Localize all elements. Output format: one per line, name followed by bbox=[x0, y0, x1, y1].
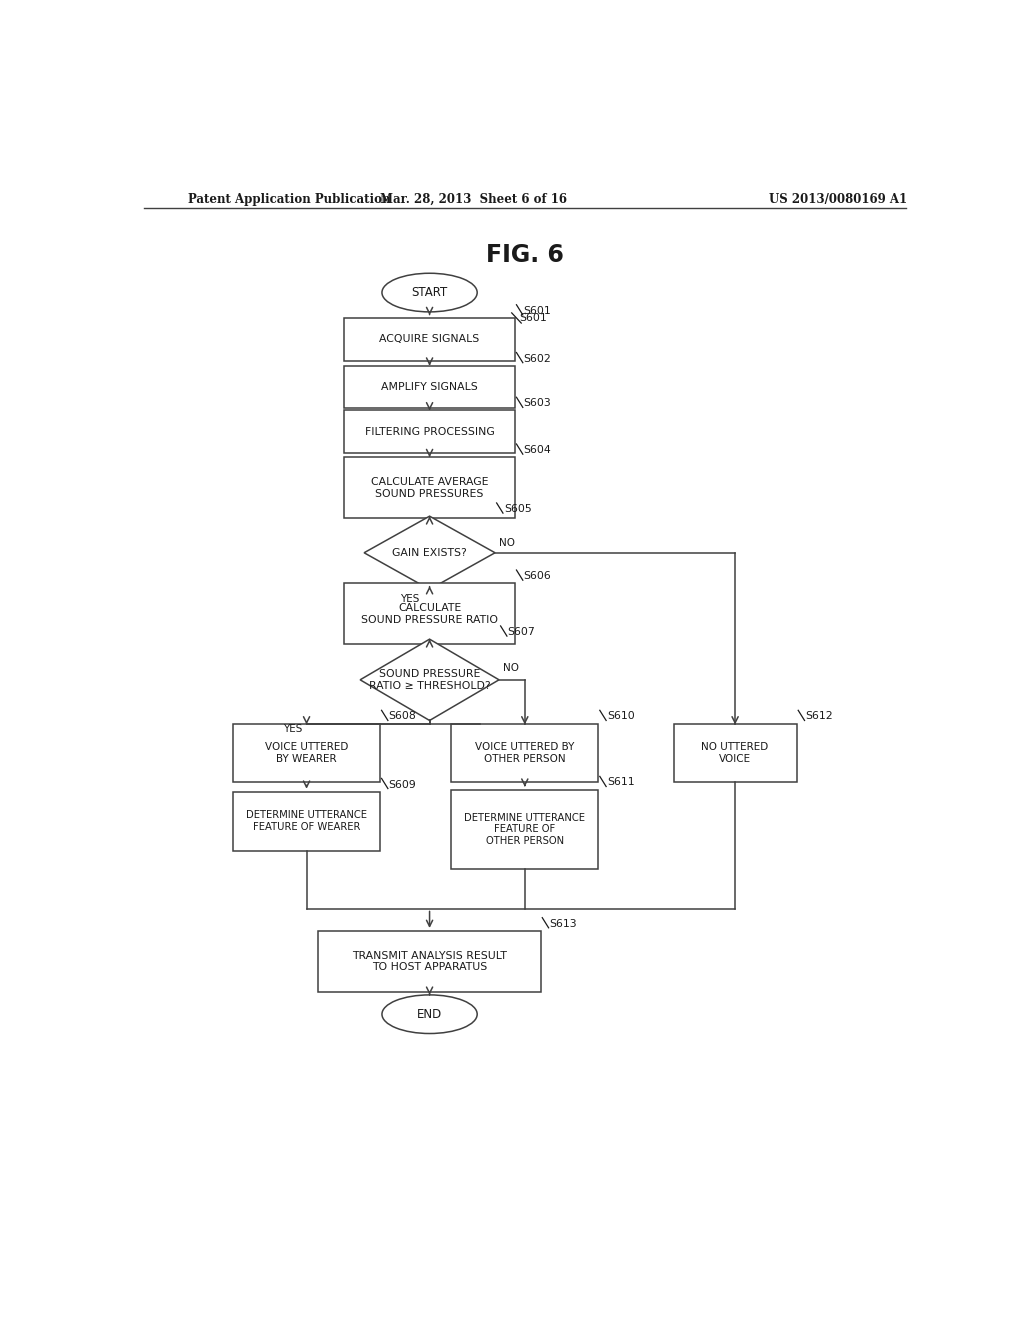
Text: CALCULATE
SOUND PRESSURE RATIO: CALCULATE SOUND PRESSURE RATIO bbox=[361, 603, 498, 624]
Text: S601: S601 bbox=[523, 306, 551, 315]
FancyBboxPatch shape bbox=[344, 411, 515, 453]
Text: S606: S606 bbox=[523, 572, 551, 581]
FancyBboxPatch shape bbox=[344, 318, 515, 360]
Text: NO: NO bbox=[499, 537, 515, 548]
Text: NO: NO bbox=[503, 663, 519, 673]
Text: START: START bbox=[412, 286, 447, 300]
FancyBboxPatch shape bbox=[452, 723, 598, 783]
Text: US 2013/0080169 A1: US 2013/0080169 A1 bbox=[769, 193, 907, 206]
Text: AMPLIFY SIGNALS: AMPLIFY SIGNALS bbox=[381, 381, 478, 392]
Text: S601: S601 bbox=[519, 313, 548, 323]
Text: Patent Application Publication: Patent Application Publication bbox=[187, 193, 390, 206]
Text: DETERMINE UTTERANCE
FEATURE OF
OTHER PERSON: DETERMINE UTTERANCE FEATURE OF OTHER PER… bbox=[464, 813, 586, 846]
FancyBboxPatch shape bbox=[344, 366, 515, 408]
Polygon shape bbox=[360, 639, 499, 721]
Text: Mar. 28, 2013  Sheet 6 of 16: Mar. 28, 2013 Sheet 6 of 16 bbox=[380, 193, 566, 206]
Text: FILTERING PROCESSING: FILTERING PROCESSING bbox=[365, 426, 495, 437]
Text: S605: S605 bbox=[504, 504, 531, 513]
Text: ACQUIRE SIGNALS: ACQUIRE SIGNALS bbox=[380, 334, 479, 345]
Text: S607: S607 bbox=[508, 627, 536, 638]
Text: S613: S613 bbox=[550, 919, 578, 929]
Text: END: END bbox=[417, 1007, 442, 1020]
Polygon shape bbox=[365, 516, 495, 589]
FancyBboxPatch shape bbox=[344, 457, 515, 519]
Text: S604: S604 bbox=[523, 445, 551, 455]
Text: S609: S609 bbox=[389, 780, 417, 789]
FancyBboxPatch shape bbox=[344, 583, 515, 644]
FancyBboxPatch shape bbox=[318, 931, 541, 991]
FancyBboxPatch shape bbox=[452, 789, 598, 869]
FancyBboxPatch shape bbox=[233, 792, 380, 850]
Text: VOICE UTTERED
BY WEARER: VOICE UTTERED BY WEARER bbox=[265, 742, 348, 764]
FancyBboxPatch shape bbox=[674, 723, 797, 783]
Text: S602: S602 bbox=[523, 354, 551, 363]
Text: S603: S603 bbox=[523, 399, 551, 408]
Text: YES: YES bbox=[284, 723, 303, 734]
Text: SOUND PRESSURE
RATIO ≥ THRESHOLD?: SOUND PRESSURE RATIO ≥ THRESHOLD? bbox=[369, 669, 490, 690]
Ellipse shape bbox=[382, 995, 477, 1034]
Text: CALCULATE AVERAGE
SOUND PRESSURES: CALCULATE AVERAGE SOUND PRESSURES bbox=[371, 477, 488, 499]
Text: S611: S611 bbox=[607, 777, 635, 788]
FancyBboxPatch shape bbox=[233, 723, 380, 783]
Text: S612: S612 bbox=[805, 711, 833, 722]
Text: S608: S608 bbox=[389, 711, 417, 722]
Text: DETERMINE UTTERANCE
FEATURE OF WEARER: DETERMINE UTTERANCE FEATURE OF WEARER bbox=[246, 810, 367, 832]
Text: S610: S610 bbox=[607, 711, 635, 722]
Text: GAIN EXISTS?: GAIN EXISTS? bbox=[392, 548, 467, 558]
Text: TRANSMIT ANALYSIS RESULT
TO HOST APPARATUS: TRANSMIT ANALYSIS RESULT TO HOST APPARAT… bbox=[352, 950, 507, 972]
Text: VOICE UTTERED BY
OTHER PERSON: VOICE UTTERED BY OTHER PERSON bbox=[475, 742, 574, 764]
Text: FIG. 6: FIG. 6 bbox=[485, 243, 564, 267]
Ellipse shape bbox=[382, 273, 477, 312]
Text: NO UTTERED
VOICE: NO UTTERED VOICE bbox=[701, 742, 769, 764]
Text: YES: YES bbox=[400, 594, 420, 605]
